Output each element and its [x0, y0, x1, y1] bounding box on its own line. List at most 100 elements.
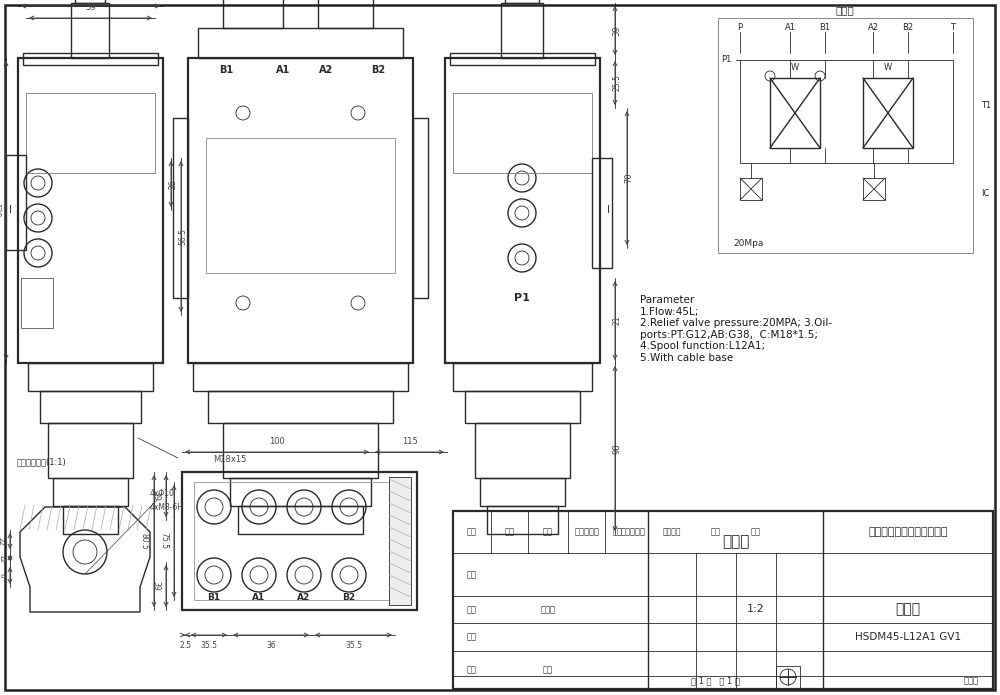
Bar [480, 478, 565, 506]
Bar [40, 391, 141, 423]
Text: P: P [737, 24, 743, 33]
Bar [21, 278, 53, 328]
Text: 局部孔尺寸图(1:1): 局部孔尺寸图(1:1) [17, 457, 67, 466]
Text: 外形图: 外形图 [722, 534, 749, 550]
Text: A2: A2 [297, 594, 311, 603]
Bar [445, 58, 600, 363]
Bar [75, 0, 105, 3]
Bar [53, 478, 128, 506]
Bar [718, 18, 973, 253]
Text: 工艺: 工艺 [467, 666, 477, 675]
Bar [592, 158, 612, 268]
Text: T1: T1 [981, 101, 991, 110]
Text: 设计: 设计 [467, 570, 477, 579]
Text: T: T [950, 24, 956, 33]
Text: I: I [9, 205, 11, 215]
Text: 共 1 张   第 1 张: 共 1 张 第 1 张 [691, 676, 740, 685]
Text: A1: A1 [784, 24, 796, 33]
Text: 4xM8-6H: 4xM8-6H [150, 502, 184, 512]
Text: 75.5: 75.5 [159, 532, 168, 550]
Bar [23, 53, 158, 65]
Text: B2: B2 [902, 24, 914, 33]
Text: B2: B2 [371, 65, 385, 75]
Text: 35.5: 35.5 [345, 641, 362, 650]
Text: 20Mpa: 20Mpa [733, 238, 763, 247]
Text: HSDM45-L12A1 GV1: HSDM45-L12A1 GV1 [855, 632, 961, 642]
Text: 100: 100 [269, 437, 285, 446]
Text: 标记: 标记 [467, 528, 477, 537]
Text: 70: 70 [624, 172, 633, 183]
Text: 115: 115 [402, 437, 417, 446]
Text: W: W [791, 63, 799, 72]
Text: A1: A1 [252, 594, 266, 603]
Text: 原理图: 原理图 [836, 5, 854, 15]
Bar [413, 118, 428, 298]
Text: B1: B1 [819, 24, 831, 33]
Text: 审核: 审核 [467, 632, 477, 641]
Bar [465, 391, 580, 423]
Text: 签名: 签名 [613, 528, 623, 537]
Bar [770, 78, 820, 148]
Bar [740, 178, 762, 200]
Bar [453, 363, 592, 391]
Bar [63, 506, 118, 534]
Text: A2: A2 [319, 65, 333, 75]
Text: 阶段标记: 阶段标记 [663, 528, 681, 537]
Bar [193, 363, 408, 391]
Bar [863, 178, 885, 200]
Text: 比例: 比例 [751, 528, 761, 537]
Text: M18x15: M18x15 [213, 455, 246, 464]
Text: 6: 6 [0, 573, 4, 578]
Bar [208, 391, 393, 423]
Text: 年、月、日: 年、月、日 [620, 528, 646, 537]
Bar [223, 0, 283, 28]
Bar [230, 478, 371, 506]
Bar [505, 0, 539, 3]
Text: 39: 39 [612, 25, 621, 36]
Bar [188, 58, 413, 363]
Bar [389, 477, 411, 605]
Text: 重量: 重量 [711, 528, 721, 537]
Text: 56.5: 56.5 [178, 228, 187, 245]
Bar [863, 78, 913, 148]
Text: IC: IC [981, 188, 989, 197]
Bar [223, 423, 378, 478]
Text: 更改文件号: 更改文件号 [574, 528, 600, 537]
Bar [194, 482, 405, 600]
Bar [6, 155, 26, 250]
Bar [238, 506, 363, 534]
Text: 山东奥骏液压科技有限公司: 山东奥骏液压科技有限公司 [868, 527, 948, 537]
Text: P1: P1 [721, 56, 731, 65]
Bar [487, 506, 558, 534]
Bar [206, 138, 395, 273]
Bar [776, 666, 800, 688]
Bar [18, 58, 163, 363]
Bar [450, 53, 595, 65]
Text: 36: 36 [266, 641, 276, 650]
Text: 35.5: 35.5 [200, 641, 218, 650]
Bar [453, 93, 592, 173]
Text: 4xΦ10: 4xΦ10 [150, 489, 175, 498]
Text: 校对: 校对 [467, 605, 477, 614]
Text: 39: 39 [151, 491, 160, 501]
Text: P1: P1 [514, 293, 530, 303]
Bar [501, 3, 543, 58]
Text: 39: 39 [85, 3, 96, 12]
Bar [26, 93, 155, 173]
Text: 处数: 处数 [505, 528, 515, 537]
Text: B1: B1 [207, 594, 221, 603]
Text: B1: B1 [219, 65, 233, 75]
Bar [173, 118, 188, 298]
Text: 批准: 批准 [543, 666, 553, 675]
Bar [182, 472, 417, 610]
Text: 标准化: 标准化 [540, 605, 556, 614]
Bar [453, 511, 993, 689]
Bar [318, 0, 373, 28]
Text: I: I [607, 205, 609, 215]
Text: 98: 98 [612, 443, 621, 454]
Text: 直装阀: 直装阀 [895, 603, 921, 616]
Text: 39: 39 [151, 581, 160, 591]
Text: 80.5: 80.5 [139, 532, 148, 550]
Text: B2: B2 [342, 594, 356, 603]
Text: W: W [884, 63, 892, 72]
